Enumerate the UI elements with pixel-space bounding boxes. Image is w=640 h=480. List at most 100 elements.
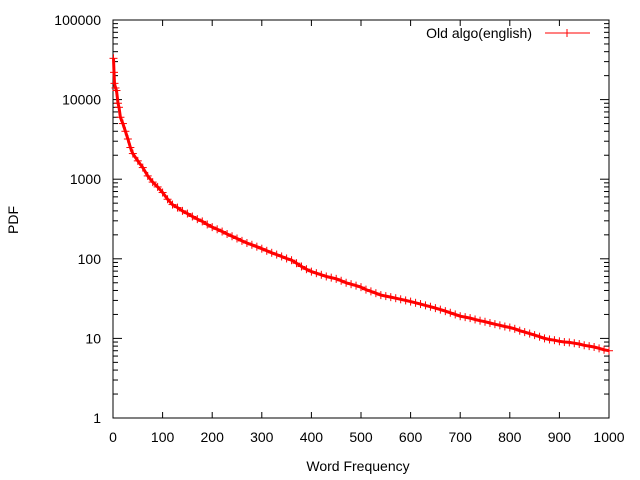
data-point [540, 334, 549, 343]
data-point [342, 278, 351, 287]
x-tick-label: 0 [109, 429, 117, 445]
data-point [133, 156, 142, 165]
data-point [158, 188, 167, 197]
data-point [193, 215, 202, 224]
y-tick-label: 10000 [62, 92, 101, 108]
x-tick-label: 600 [399, 429, 423, 445]
y-tick-label: 1000 [70, 171, 101, 187]
data-point [396, 295, 405, 304]
data-point [520, 328, 529, 337]
data-point [110, 79, 119, 88]
x-axis-label: Word Frequency [306, 458, 409, 474]
data-point [317, 270, 326, 279]
data-point [426, 302, 435, 311]
x-tick-label: 500 [349, 429, 373, 445]
data-point [446, 308, 455, 317]
x-tick-label: 400 [300, 429, 324, 445]
data-point [525, 329, 534, 338]
data-point [461, 313, 470, 322]
data-point [565, 338, 574, 347]
legend-marker [563, 29, 571, 37]
data-point [297, 262, 306, 271]
data-point [262, 246, 271, 255]
data-point [277, 252, 286, 261]
data-point [118, 119, 127, 128]
x-tick-label: 700 [449, 429, 473, 445]
data-point [535, 332, 544, 341]
x-tick-label: 200 [201, 429, 225, 445]
data-point [203, 220, 212, 229]
y-axis-label: PDF [5, 206, 21, 234]
x-tick-label: 100 [151, 429, 175, 445]
data-point [550, 336, 559, 345]
data-point [114, 103, 123, 112]
data-point [481, 317, 489, 326]
data-point [411, 298, 420, 307]
data-point [188, 212, 197, 221]
data-point [570, 339, 579, 348]
data-point [173, 203, 182, 212]
data-point [153, 182, 162, 191]
data-point [495, 321, 504, 330]
data-point [242, 238, 251, 247]
x-tick-label: 300 [250, 429, 274, 445]
y-tick-label: 100 [78, 251, 102, 267]
data-point [109, 68, 118, 77]
data-point [441, 307, 450, 316]
data-point [471, 315, 480, 324]
data-point [312, 269, 321, 278]
data-point [347, 280, 356, 289]
data-point [580, 341, 589, 350]
data-point [332, 274, 341, 283]
legend-label: Old algo(english) [426, 25, 532, 41]
data-point [361, 285, 370, 294]
data-point [322, 272, 331, 281]
series-line [112, 58, 610, 353]
data-point [116, 113, 125, 122]
data-point [515, 326, 524, 335]
data-point [406, 297, 415, 306]
data-point [505, 323, 514, 332]
data-point [352, 281, 361, 290]
data-point [128, 149, 137, 158]
data-point [287, 256, 296, 265]
data-point [371, 289, 380, 298]
data-point [208, 223, 217, 232]
data-point [366, 287, 375, 296]
data-point [168, 200, 177, 209]
data-point [386, 293, 395, 302]
data-point [391, 294, 400, 303]
data-point [272, 250, 281, 259]
data-point [590, 342, 599, 351]
data-point [327, 273, 336, 282]
data-point [510, 324, 519, 333]
data-point [228, 232, 237, 241]
data-point [282, 254, 291, 263]
data-point [148, 178, 157, 187]
data-point [218, 227, 227, 236]
data-point [476, 316, 485, 325]
data-point [307, 267, 316, 276]
data-point [500, 322, 509, 331]
y-tick-label: 1 [93, 410, 101, 426]
x-tick-label: 900 [548, 429, 572, 445]
data-point [436, 305, 445, 314]
data-point [112, 86, 121, 95]
x-tick-label: 800 [498, 429, 522, 445]
data-point [267, 248, 276, 257]
data-point [121, 127, 130, 136]
data-point [530, 331, 539, 340]
data-point [456, 312, 465, 321]
data-point [595, 344, 604, 353]
legend: Old algo(english) [426, 25, 590, 41]
data-point [247, 240, 256, 249]
data-point [555, 337, 564, 346]
data-point [138, 163, 147, 172]
data-point [381, 292, 390, 301]
data-point [431, 304, 440, 313]
data-point [178, 206, 187, 215]
data-point [490, 320, 499, 329]
data-point [585, 342, 594, 351]
data-point [466, 314, 475, 323]
